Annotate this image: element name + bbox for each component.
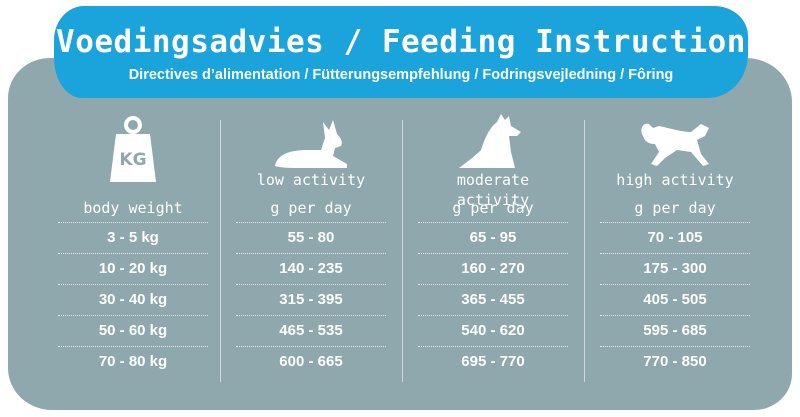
table-cell: 160 - 270 <box>418 253 568 284</box>
table-cell: 770 - 850 <box>600 346 750 377</box>
table-cell: 55 - 80 <box>236 222 386 253</box>
table-cell: 595 - 685 <box>600 315 750 346</box>
column-header: high activity <box>616 171 734 189</box>
weight-icon-label: KG <box>119 150 146 170</box>
page-title: Voedingsadvies / Feeding Instruction <box>56 24 746 60</box>
running-dog-icon <box>600 114 750 170</box>
table-cell: 600 - 665 <box>236 346 386 377</box>
table-cell: 695 - 770 <box>418 346 568 377</box>
table-cell: 70 - 105 <box>600 222 750 253</box>
column-header: low activity <box>256 171 366 189</box>
table-panel <box>8 58 792 410</box>
table-cell: 3 - 5 kg <box>58 222 208 253</box>
column-divider <box>220 120 221 382</box>
table-cell: 70 - 80 kg <box>58 346 208 377</box>
sitting-dog-icon <box>418 112 568 172</box>
lying-dog-icon <box>236 116 386 172</box>
table-cell: 10 - 20 kg <box>58 253 208 284</box>
table-cell: 140 - 235 <box>236 253 386 284</box>
column-divider <box>584 120 585 382</box>
table-cell: 65 - 95 <box>418 222 568 253</box>
column-header: body weight <box>83 199 183 217</box>
table-cell: 50 - 60 kg <box>58 315 208 346</box>
title-banner: Voedingsadvies / Feeding Instruction Dir… <box>54 6 748 98</box>
table-cell: 365 - 455 <box>418 284 568 315</box>
table-cell: 315 - 395 <box>236 284 386 315</box>
column-unit: g per day <box>452 199 534 217</box>
column-unit: g per day <box>634 199 716 217</box>
column-divider <box>402 120 403 382</box>
table-cell: 30 - 40 kg <box>58 284 208 315</box>
page-subtitle: Directives d’alimentation / Fütterungsem… <box>128 67 674 83</box>
column-unit: g per day <box>270 199 352 217</box>
weight-kg-icon: KG <box>58 116 208 186</box>
table-cell: 175 - 300 <box>600 253 750 284</box>
table-cell: 405 - 505 <box>600 284 750 315</box>
table-cell: 465 - 535 <box>236 315 386 346</box>
table-cell: 540 - 620 <box>418 315 568 346</box>
column-header: moderate activity <box>456 171 530 209</box>
